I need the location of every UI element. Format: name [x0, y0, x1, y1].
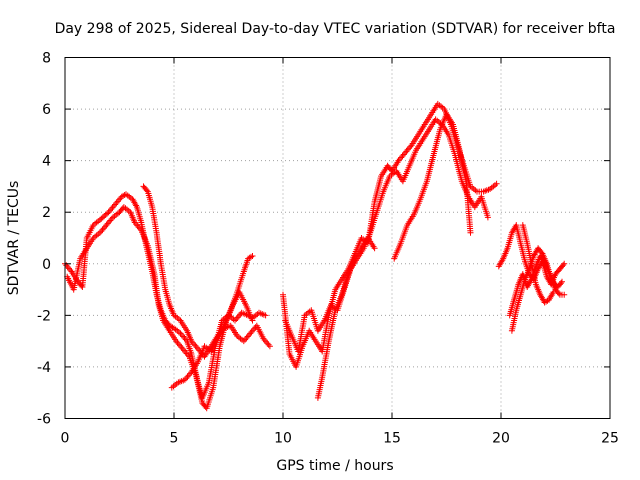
data-point: [555, 290, 562, 297]
data-point: [561, 291, 568, 298]
series-s3: [140, 183, 273, 360]
series-s8: [391, 111, 474, 262]
x-tick-label: 10: [274, 431, 292, 447]
x-tick-label: 25: [601, 431, 619, 447]
series-s11: [506, 253, 565, 319]
data-point: [371, 245, 378, 252]
y-tick-label: -6: [37, 412, 51, 428]
x-tick-labels: 0 5 10 15 20 25: [61, 431, 619, 447]
data-point: [99, 214, 106, 221]
y-tick-label: -2: [37, 308, 51, 324]
x-tick-label: 15: [383, 431, 401, 447]
chart-title: Day 298 of 2025, Sidereal Day-to-day VTE…: [55, 21, 616, 37]
data-point: [493, 180, 500, 187]
y-tick-label: 8: [42, 51, 51, 67]
data-point: [262, 312, 269, 319]
series-s12: [519, 222, 557, 306]
data-point: [249, 317, 256, 324]
y-tick-label: 0: [42, 257, 51, 273]
data-point: [558, 280, 564, 287]
x-tick-label: 0: [61, 431, 70, 447]
data-point: [249, 253, 256, 259]
x-tick-label: 20: [492, 431, 510, 447]
data-point: [143, 187, 150, 194]
y-tick-label: -4: [37, 360, 51, 376]
plot-frame: [64, 57, 611, 419]
data-point: [484, 214, 491, 221]
data-point: [550, 289, 557, 296]
data-point: [560, 262, 567, 269]
x-tick-label: 5: [170, 431, 179, 447]
x-axis-label: GPS time / hours: [276, 458, 393, 474]
y-tick-label: 2: [42, 205, 51, 221]
data-point: [561, 260, 568, 267]
data-point: [467, 229, 474, 236]
y-axis-label: SDTVAR / TECUs: [6, 181, 22, 296]
data-point: [559, 278, 565, 285]
axis-ticks: [64, 57, 611, 419]
data-point: [266, 343, 273, 350]
y-tick-labels: -6 -4 -2 0 2 4 6 8: [37, 51, 51, 428]
series-s5: [280, 100, 500, 370]
series-s2: [64, 204, 256, 412]
series-s4: [168, 253, 256, 391]
data-markers: [62, 100, 568, 412]
series-s7: [314, 235, 378, 401]
y-tick-label: 6: [42, 102, 51, 118]
y-tick-label: 4: [42, 154, 51, 170]
data-point: [102, 211, 109, 218]
gridlines: [65, 57, 610, 419]
